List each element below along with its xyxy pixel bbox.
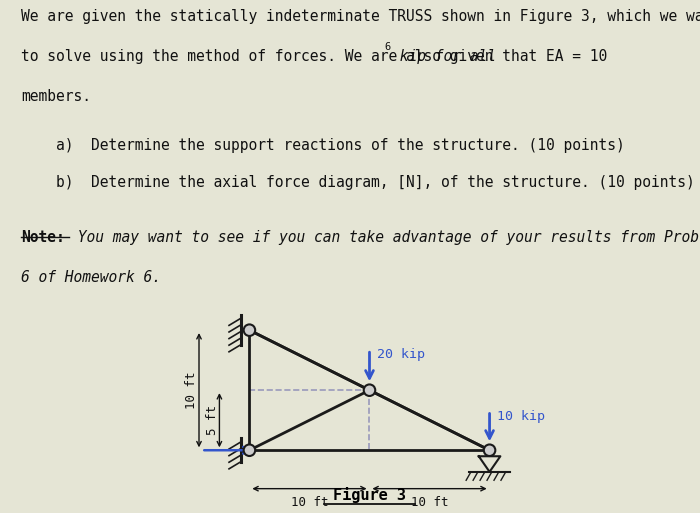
Text: 10 ft: 10 ft xyxy=(186,371,198,409)
Text: a)  Determine the support reactions of the structure. (10 points): a) Determine the support reactions of th… xyxy=(56,138,624,153)
Text: 6 of Homework 6.: 6 of Homework 6. xyxy=(21,270,161,285)
Circle shape xyxy=(484,444,496,456)
Text: b)  Determine the axial force diagram, [N], of the structure. (10 points): b) Determine the axial force diagram, [N… xyxy=(56,175,694,190)
Text: Figure 3: Figure 3 xyxy=(333,487,406,503)
Text: members.: members. xyxy=(21,89,91,104)
Text: 5 ft: 5 ft xyxy=(206,405,218,435)
Text: Note:: Note: xyxy=(21,230,64,245)
Text: 10 kip: 10 kip xyxy=(497,410,545,423)
Circle shape xyxy=(244,444,256,456)
Text: 20 kip: 20 kip xyxy=(377,348,425,361)
Circle shape xyxy=(364,384,375,396)
Text: kip for all: kip for all xyxy=(391,49,496,64)
Circle shape xyxy=(244,324,256,336)
Text: You may want to see if you can take advantage of your results from Problem: You may want to see if you can take adva… xyxy=(69,230,700,245)
Text: to solve using the method of forces. We are also given that EA = 10: to solve using the method of forces. We … xyxy=(21,49,608,64)
Text: 6: 6 xyxy=(384,42,391,52)
Text: We are given the statically indeterminate TRUSS shown in Figure 3, which we want: We are given the statically indeterminat… xyxy=(21,9,700,24)
Text: 10 ft: 10 ft xyxy=(290,496,328,509)
Text: 10 ft: 10 ft xyxy=(411,496,448,509)
